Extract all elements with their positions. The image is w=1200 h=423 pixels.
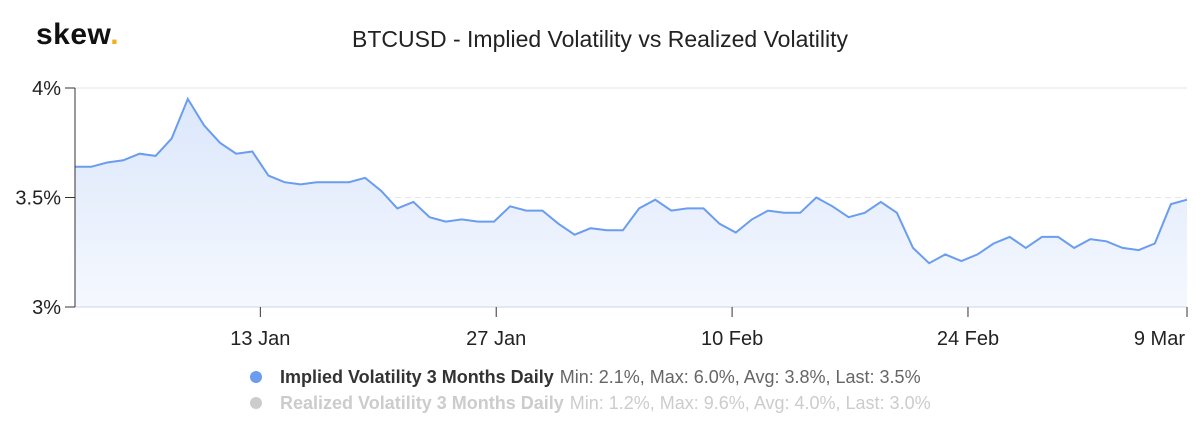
x-axis: 13 Jan 27 Jan 10 Feb 24 Feb 9 Mar bbox=[75, 306, 1188, 350]
implied-volatility-line[interactable] bbox=[75, 96, 1188, 265]
x-tick-label: 27 Jan bbox=[466, 328, 526, 350]
realized-volatility-swatch bbox=[250, 397, 262, 409]
y-axis: 4% 3.5% 3% bbox=[15, 78, 76, 319]
y-tick-label: 4% bbox=[32, 78, 61, 100]
implied-volatility-swatch bbox=[250, 371, 262, 383]
legend-series-name: Realized Volatility 3 Months Daily bbox=[280, 392, 564, 413]
legend-series-stats: Min: 1.2%, Max: 9.6%, Avg: 4.0%, Last: 3… bbox=[569, 392, 931, 413]
skew-logo: skew. bbox=[36, 18, 119, 52]
y-tick-label: 3.5% bbox=[15, 188, 61, 210]
legend-item-implied[interactable]: Implied Volatility 3 Months Daily Min: 2… bbox=[250, 364, 931, 390]
logo-text: skew bbox=[36, 18, 111, 51]
x-tick-label: 13 Jan bbox=[230, 328, 290, 350]
legend-series-name: Implied Volatility 3 Months Daily bbox=[280, 366, 554, 387]
legend-item-realized[interactable]: Realized Volatility 3 Months Daily Min: … bbox=[250, 390, 931, 416]
x-tick-label: 9 Mar bbox=[1134, 328, 1185, 350]
x-tick-label: 24 Feb bbox=[937, 328, 999, 350]
x-tick-label: 10 Feb bbox=[701, 328, 763, 350]
legend-series-stats: Min: 2.1%, Max: 6.0%, Avg: 3.8%, Last: 3… bbox=[559, 366, 921, 387]
logo-dot: . bbox=[110, 18, 120, 51]
implied-volatility-area bbox=[75, 98, 1187, 308]
legend: Implied Volatility 3 Months Daily Min: 2… bbox=[250, 364, 931, 416]
chart-title: BTCUSD - Implied Volatility vs Realized … bbox=[352, 26, 848, 52]
y-tick-label: 3% bbox=[32, 297, 61, 319]
